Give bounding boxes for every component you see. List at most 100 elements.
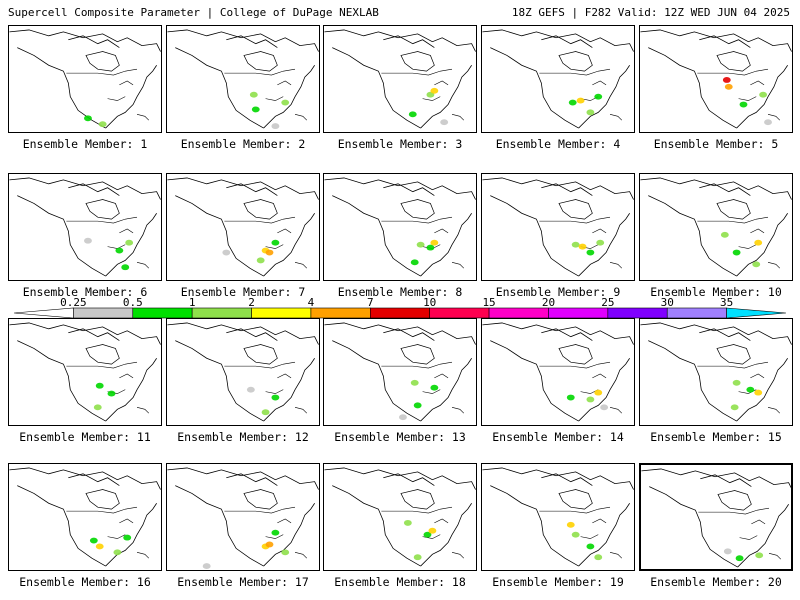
colorbar-segment xyxy=(548,307,609,319)
map-basemap xyxy=(167,29,319,130)
map-panel xyxy=(8,25,162,133)
scp-contour xyxy=(98,121,107,128)
scp-contour xyxy=(586,543,595,550)
scp-contour xyxy=(746,386,755,393)
colorbar-tick-label: 25 xyxy=(601,296,615,309)
member-caption: Ensemble Member: 13 xyxy=(334,430,466,444)
map-panel xyxy=(639,173,793,281)
member-caption: Ensemble Member: 10 xyxy=(650,285,782,299)
scp-contour xyxy=(281,549,290,556)
scp-contour xyxy=(84,115,92,122)
colorbar-tick-label: 1 xyxy=(188,296,196,309)
map-basemap xyxy=(9,467,161,567)
scp-contour xyxy=(594,389,603,396)
scp-contour xyxy=(271,394,280,401)
map-basemap xyxy=(324,29,476,129)
map-basemap xyxy=(482,322,634,422)
scp-contour xyxy=(399,414,407,421)
map-panel xyxy=(639,463,793,571)
colorbar-tick-label: 30 xyxy=(660,296,674,309)
scp-contour xyxy=(596,239,605,246)
scp-contour xyxy=(281,99,290,106)
member-caption: Ensemble Member: 5 xyxy=(653,137,779,151)
scp-contour xyxy=(566,521,575,528)
map-basemap xyxy=(640,322,792,422)
colorbar-segment xyxy=(251,307,312,319)
map-basemap xyxy=(167,467,319,570)
colorbar-tick-label: 0.5 xyxy=(122,296,143,309)
scp-contour xyxy=(93,404,102,411)
member-caption: Ensemble Member: 4 xyxy=(495,137,621,151)
member-caption: Ensemble Member: 18 xyxy=(334,575,466,589)
map-panel xyxy=(639,25,793,133)
member-caption: Ensemble Member: 12 xyxy=(177,430,309,444)
map-basemap xyxy=(324,322,476,422)
scp-contour xyxy=(251,106,260,113)
map-panel xyxy=(166,318,320,426)
map-panel xyxy=(639,318,793,426)
colorbar-tick-label: 10 xyxy=(423,296,437,309)
scp-contour xyxy=(89,537,98,544)
scp-contour xyxy=(265,249,274,256)
scp-contour xyxy=(115,247,124,254)
scp-contour xyxy=(759,91,768,98)
scp-contour xyxy=(755,552,764,559)
member-caption: Ensemble Member: 7 xyxy=(180,285,306,299)
scp-contour xyxy=(428,527,437,534)
map-basemap xyxy=(482,467,634,567)
scp-contour xyxy=(566,394,575,401)
scp-contour xyxy=(202,563,211,570)
map-panel xyxy=(8,173,162,281)
colorbar xyxy=(13,307,787,319)
scp-contour xyxy=(271,529,280,536)
colorbar-segment xyxy=(73,307,134,319)
map-basemap xyxy=(9,177,161,277)
map-panel xyxy=(323,173,477,281)
scp-contour xyxy=(121,264,130,271)
scp-contour xyxy=(113,549,122,556)
scp-contour xyxy=(410,379,419,386)
map-panel xyxy=(323,318,477,426)
colorbar-tick-label: 0.25 xyxy=(60,296,87,309)
colorbar-segment xyxy=(310,307,371,319)
scp-contour xyxy=(594,93,603,100)
map-basemap xyxy=(482,29,634,129)
map-basemap xyxy=(9,322,161,422)
scp-contour xyxy=(600,404,609,411)
scp-contour xyxy=(416,241,425,248)
member-caption: Ensemble Member: 11 xyxy=(19,430,151,444)
scp-contour xyxy=(720,231,729,238)
map-basemap xyxy=(9,29,161,129)
map-basemap xyxy=(640,29,792,129)
run-info: 18Z GEFS | F282 Valid: 12Z WED JUN 04 20… xyxy=(511,6,790,19)
scp-contour xyxy=(752,261,761,268)
scp-contour xyxy=(578,243,587,250)
member-caption: Ensemble Member: 8 xyxy=(337,285,463,299)
colorbar-segment xyxy=(429,307,490,319)
scp-contour xyxy=(440,119,449,126)
colorbar-tick-label: 15 xyxy=(482,296,496,309)
map-panel xyxy=(166,463,320,571)
map-basemap xyxy=(324,177,476,277)
colorbar-segment xyxy=(488,307,549,319)
scp-contour xyxy=(107,390,116,397)
map-basemap xyxy=(482,177,634,277)
colorbar-arrow-right xyxy=(726,307,787,319)
scp-contour xyxy=(123,534,132,541)
scp-contour xyxy=(261,409,270,416)
member-caption: Ensemble Member: 9 xyxy=(495,285,621,299)
scp-contour xyxy=(732,249,741,256)
colorbar-segment xyxy=(607,307,668,319)
member-caption: Ensemble Member: 17 xyxy=(177,575,309,589)
colorbar-tick-label: 35 xyxy=(719,296,734,309)
scp-contour xyxy=(568,99,577,106)
member-caption: Ensemble Member: 2 xyxy=(180,137,306,151)
scp-contour xyxy=(426,244,435,251)
map-panel xyxy=(323,25,477,133)
scp-contour xyxy=(739,101,748,108)
map-panel xyxy=(481,318,635,426)
map-basemap xyxy=(641,468,791,568)
scp-contour xyxy=(84,237,92,244)
colorbar-arrow-left xyxy=(13,307,74,319)
map-basemap xyxy=(640,177,792,277)
